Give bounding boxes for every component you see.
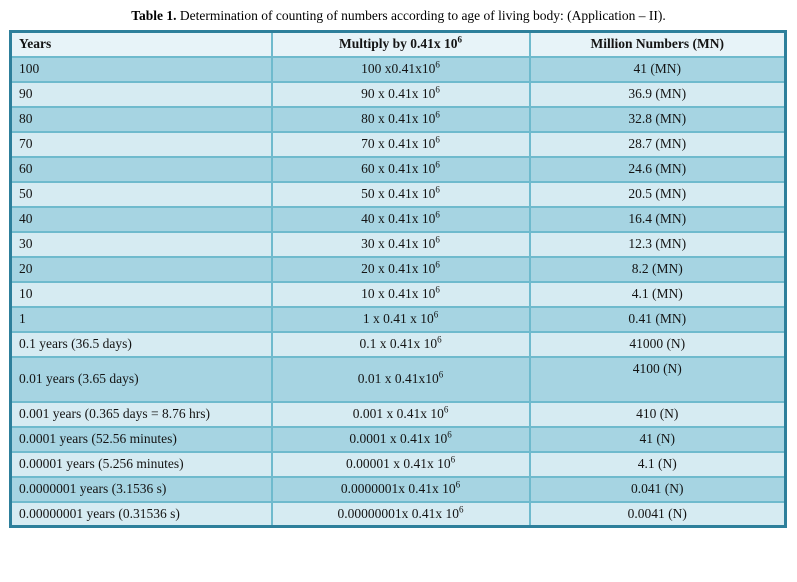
cell-years: 0.001 years (0.365 days = 8.76 hrs) [9, 400, 273, 428]
table-row: 0.1 years (36.5 days) 0.1 x 0.41x 106 41… [9, 330, 787, 358]
table-row: 0.001 years (0.365 days = 8.76 hrs) 0.00… [9, 400, 787, 428]
cell-result: 0.0041 (N) [528, 500, 787, 528]
table-row: 0.0001 years (52.56 minutes) 0.0001 x 0.… [9, 425, 787, 453]
table-row: 0.00000001 years (0.31536 s) 0.00000001x… [9, 500, 787, 528]
cell-multiply: 60 x 0.41x 106 [270, 155, 531, 183]
cell-result: 16.4 (MN) [528, 205, 787, 233]
table-caption-text: Determination of counting of numbers acc… [179, 8, 666, 23]
table-row: 80 80 x 0.41x 106 32.8 (MN) [9, 105, 787, 133]
table-row: 1 1 x 0.41 x 106 0.41 (MN) [9, 305, 787, 333]
cell-years: 1 [9, 305, 273, 333]
table-row: 40 40 x 0.41x 106 16.4 (MN) [9, 205, 787, 233]
cell-years: 100 [9, 55, 273, 83]
cell-years: 0.00000001 years (0.31536 s) [9, 500, 273, 528]
table-caption-label: Table 1. [131, 8, 177, 23]
cell-multiply: 0.001 x 0.41x 106 [270, 400, 531, 428]
cell-result: 8.2 (MN) [528, 255, 787, 283]
cell-result: 24.6 (MN) [528, 155, 787, 183]
cell-result: 20.5 (MN) [528, 180, 787, 208]
table-row: 70 70 x 0.41x 106 28.7 (MN) [9, 130, 787, 158]
cell-multiply: 70 x 0.41x 106 [270, 130, 531, 158]
cell-multiply: 0.0001 x 0.41x 106 [270, 425, 531, 453]
header-multiply: Multiply by 0.41x 106 [270, 30, 531, 58]
cell-multiply: 40 x 0.41x 106 [270, 205, 531, 233]
cell-result: 0.041 (N) [528, 475, 787, 503]
cell-years: 60 [9, 155, 273, 183]
header-million-numbers: Million Numbers (MN) [528, 30, 787, 58]
cell-years: 90 [9, 80, 273, 108]
cell-result: 410 (N) [528, 400, 787, 428]
cell-multiply: 0.1 x 0.41x 106 [270, 330, 531, 358]
table-row: 0.0000001 years (3.1536 s) 0.0000001x 0.… [9, 475, 787, 503]
cell-result: 28.7 (MN) [528, 130, 787, 158]
cell-multiply: 20 x 0.41x 106 [270, 255, 531, 283]
table-row: 20 20 x 0.41x 106 8.2 (MN) [9, 255, 787, 283]
cell-result: 41000 (N) [528, 330, 787, 358]
table-body: 100 100 x0.41x106 41 (MN) 90 90 x 0.41x … [9, 55, 787, 528]
cell-years: 70 [9, 130, 273, 158]
table-row: 0.01 years (3.65 days) 0.01 x 0.41x106 4… [9, 355, 787, 403]
cell-result: 32.8 (MN) [528, 105, 787, 133]
header-years: Years [9, 30, 273, 58]
cell-multiply: 0.00001 x 0.41x 106 [270, 450, 531, 478]
cell-multiply: 0.0000001x 0.41x 106 [270, 475, 531, 503]
header-row: Years Multiply by 0.41x 106 Million Numb… [9, 30, 787, 58]
cell-years: 0.0001 years (52.56 minutes) [9, 425, 273, 453]
cell-years: 0.01 years (3.65 days) [9, 355, 273, 403]
cell-multiply: 100 x0.41x106 [270, 55, 531, 83]
cell-multiply: 0.01 x 0.41x106 [270, 355, 531, 403]
cell-result: 41 (MN) [528, 55, 787, 83]
table-caption: Table 1. Determination of counting of nu… [0, 0, 797, 24]
table-row: 10 10 x 0.41x 106 4.1 (MN) [9, 280, 787, 308]
cell-result: 41 (N) [528, 425, 787, 453]
cell-years: 40 [9, 205, 273, 233]
age-counting-table: Years Multiply by 0.41x 106 Million Numb… [9, 30, 787, 528]
cell-result: 4100 (N) [528, 355, 787, 403]
cell-result: 4.1 (N) [528, 450, 787, 478]
cell-years: 0.1 years (36.5 days) [9, 330, 273, 358]
table-row: 30 30 x 0.41x 106 12.3 (MN) [9, 230, 787, 258]
table-row: 100 100 x0.41x106 41 (MN) [9, 55, 787, 83]
cell-multiply: 80 x 0.41x 106 [270, 105, 531, 133]
cell-result: 12.3 (MN) [528, 230, 787, 258]
cell-years: 20 [9, 255, 273, 283]
table-row: 90 90 x 0.41x 106 36.9 (MN) [9, 80, 787, 108]
table-row: 0.00001 years (5.256 minutes) 0.00001 x … [9, 450, 787, 478]
cell-years: 10 [9, 280, 273, 308]
cell-multiply: 50 x 0.41x 106 [270, 180, 531, 208]
table-row: 60 60 x 0.41x 106 24.6 (MN) [9, 155, 787, 183]
cell-multiply: 1 x 0.41 x 106 [270, 305, 531, 333]
cell-years: 0.00001 years (5.256 minutes) [9, 450, 273, 478]
cell-years: 0.0000001 years (3.1536 s) [9, 475, 273, 503]
table-row: 50 50 x 0.41x 106 20.5 (MN) [9, 180, 787, 208]
cell-years: 30 [9, 230, 273, 258]
cell-result: 4.1 (MN) [528, 280, 787, 308]
cell-multiply: 90 x 0.41x 106 [270, 80, 531, 108]
cell-years: 50 [9, 180, 273, 208]
cell-result: 0.41 (MN) [528, 305, 787, 333]
cell-years: 80 [9, 105, 273, 133]
cell-multiply: 10 x 0.41x 106 [270, 280, 531, 308]
cell-multiply: 30 x 0.41x 106 [270, 230, 531, 258]
cell-result: 36.9 (MN) [528, 80, 787, 108]
cell-multiply: 0.00000001x 0.41x 106 [270, 500, 531, 528]
